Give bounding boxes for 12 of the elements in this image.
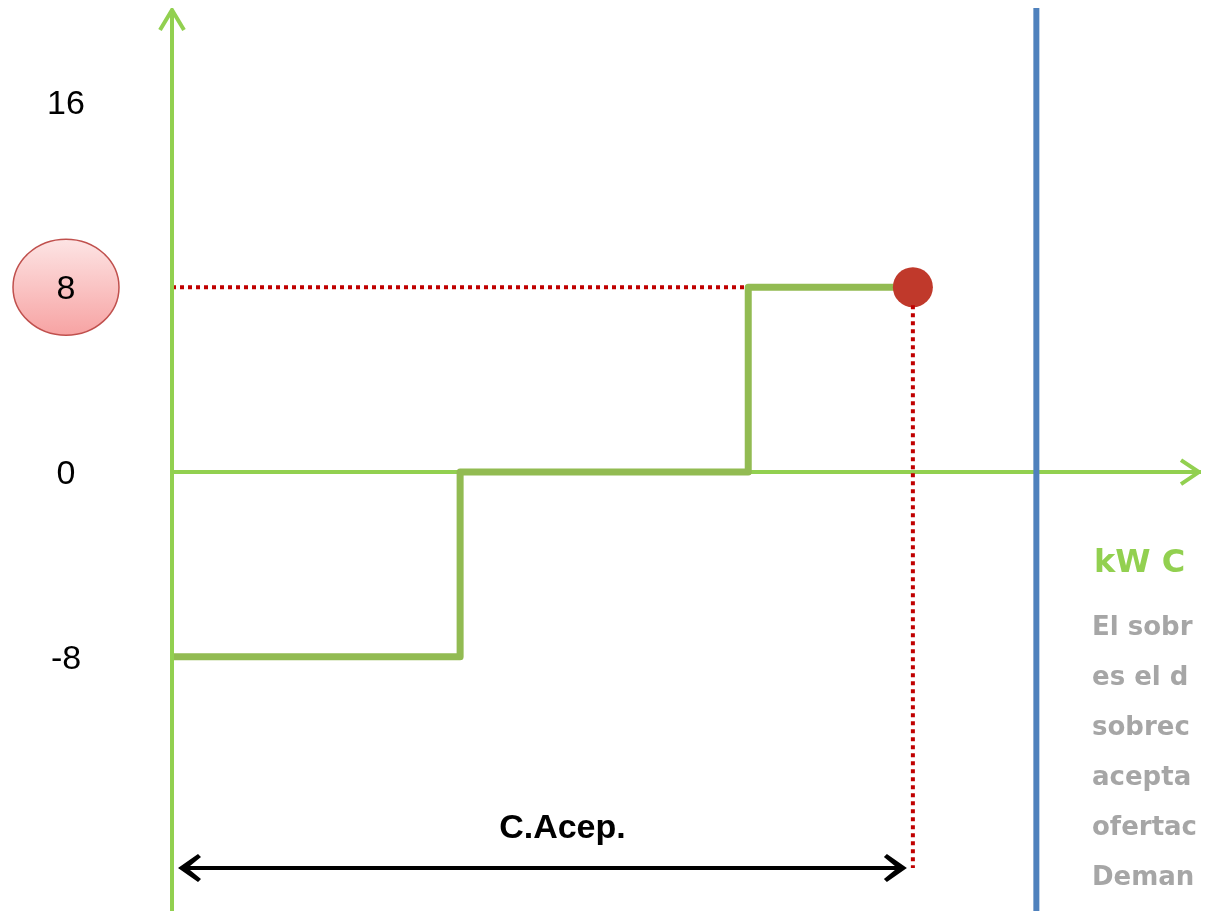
annotation: C.Acep. [499,807,626,845]
annotation: kW C [1094,542,1186,580]
annotation: acepta [1092,761,1192,791]
y-tick-label: 8 [56,268,76,307]
annotation: sobrec [1092,711,1190,741]
annotation: ofertac [1092,811,1198,841]
annotation: es el d [1092,661,1189,691]
y-tick-label: 16 [47,83,85,122]
annotation: El sobr [1092,611,1193,641]
annotation: Deman [1092,861,1195,891]
y-tick-label: 0 [56,453,76,492]
y-tick-label: -8 [50,637,82,676]
